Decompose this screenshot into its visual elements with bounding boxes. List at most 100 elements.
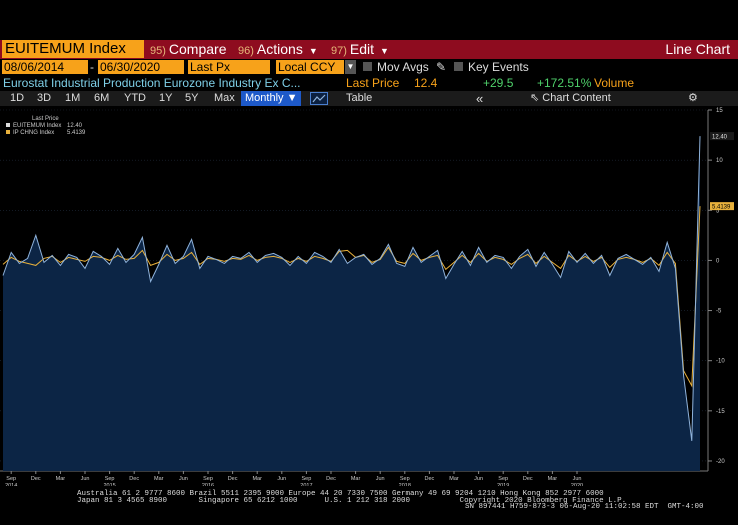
x-tick-label: Dec xyxy=(326,476,336,482)
series-line-euitemum xyxy=(2,136,701,441)
mov-avgs-checkbox[interactable] xyxy=(363,62,372,71)
mov-avgs-label: Mov Avgs xyxy=(377,60,429,74)
compare-menu[interactable]: 95) Compare xyxy=(150,40,227,59)
pencil-icon[interactable]: ✎ xyxy=(436,60,447,74)
x-tick-label: Dec xyxy=(228,476,238,482)
period-1y[interactable]: 1Y xyxy=(159,92,173,104)
chevron-down-icon: ▼ xyxy=(308,46,318,56)
y-tick-label: 10 xyxy=(716,158,723,164)
x-tick-label: Jun xyxy=(376,476,385,482)
period-1d[interactable]: 1D xyxy=(10,92,25,104)
x-tick-label: Jun xyxy=(277,476,286,482)
legend-series-2-name: IP CHNG Index xyxy=(13,130,54,136)
chart-content-button[interactable]: ⇖ Chart Content xyxy=(530,91,611,106)
date-separator: - xyxy=(90,60,94,74)
x-year-label: 2019 xyxy=(497,483,509,486)
edit-label: Edit xyxy=(349,41,375,57)
chart-area: 15 10 5 0 -5 -10 -15 -20 Sep Dec Mar Jun Sep Dec Mar J… xyxy=(0,108,734,486)
last-value-tags: 12.40 5.4139 xyxy=(710,132,734,211)
command-bar xyxy=(0,40,738,59)
price-field-select[interactable]: Last Px xyxy=(188,60,270,74)
chevron-down-icon: ▼ xyxy=(286,92,298,104)
x-year-label: 2015 xyxy=(103,483,115,486)
actions-label: Actions xyxy=(256,41,303,57)
period-ytd[interactable]: YTD xyxy=(124,92,146,104)
compare-shortcut: 95) xyxy=(150,45,166,57)
edit-menu[interactable]: 97) Edit ▼ xyxy=(331,40,389,59)
last-price-value: 12.4 xyxy=(414,76,438,90)
x-tick-label: Mar xyxy=(154,476,164,482)
start-date-field[interactable]: 08/06/2014 xyxy=(2,60,88,74)
ticker-field[interactable]: EUITEMUM Index xyxy=(2,40,144,58)
gear-icon[interactable]: ⚙ xyxy=(688,92,698,104)
last-value-series-2: 5.4139 xyxy=(712,205,731,211)
key-events-label: Key Events xyxy=(468,60,529,74)
period-max[interactable]: Max xyxy=(214,92,235,104)
legend-series-1-value: 12.40 xyxy=(67,123,83,129)
x-year-label: 2020 xyxy=(571,483,583,486)
x-tick-label: Sep xyxy=(6,476,16,482)
currency-select[interactable]: Local CCY xyxy=(276,60,344,74)
x-tick-label: Mar xyxy=(548,476,558,482)
x-tick-label: Jun xyxy=(573,476,582,482)
line-chart-icon[interactable] xyxy=(310,92,328,105)
key-events-checkbox[interactable] xyxy=(454,62,463,71)
table-button[interactable]: Table xyxy=(346,92,373,104)
x-tick-label: Jun xyxy=(474,476,483,482)
compare-label: Compare xyxy=(168,41,227,57)
series-area-fill xyxy=(3,136,700,471)
x-tick-label: Dec xyxy=(129,476,139,482)
x-tick-label: Sep xyxy=(400,476,410,482)
series-line-ip-chng xyxy=(2,206,701,388)
y-tick-label: 5 xyxy=(716,208,720,214)
chart-type-label: Line Chart xyxy=(665,41,730,57)
actions-menu[interactable]: 96) Actions ▼ xyxy=(238,40,318,59)
security-description: Eurostat Industrial Production Eurozone … xyxy=(3,76,301,90)
y-tick-label: 15 xyxy=(716,108,723,114)
last-value-series-1-bg xyxy=(710,132,734,141)
legend-series-1-name: EUITEMUM Index xyxy=(13,123,61,129)
percent-change: +172.51% xyxy=(537,76,592,90)
period-6m[interactable]: 6M xyxy=(94,92,110,104)
collapse-icon[interactable]: « xyxy=(476,91,484,106)
last-value-series-1: 12.40 xyxy=(712,135,728,141)
period-1m[interactable]: 1M xyxy=(65,92,81,104)
footer-contacts-1: Australia 61 2 9777 8600 Brazil 5511 239… xyxy=(77,490,604,498)
period-3d[interactable]: 3D xyxy=(37,92,52,104)
last-value-series-2-bg xyxy=(710,202,734,211)
chevron-down-icon: ▼ xyxy=(380,46,389,56)
last-price-label: Last Price xyxy=(346,76,400,90)
footer-session: SN 897441 H759-873-3 06-Aug-20 11:02:58 … xyxy=(465,503,704,511)
x-tick-label: Sep xyxy=(498,476,508,482)
chart-content-label: Chart Content xyxy=(542,92,611,104)
legend-swatch-2 xyxy=(6,130,10,134)
x-tick-label: Mar xyxy=(351,476,361,482)
legend: Last Price EUITEMUM Index 12.40 IP CHNG … xyxy=(6,116,86,136)
x-tick-label: Sep xyxy=(105,476,115,482)
x-axis: Sep Dec Mar Jun Sep Dec Mar Jun Sep Dec Mar Jun Sep D… xyxy=(5,471,583,486)
x-year-label: 2018 xyxy=(399,483,411,486)
period-bar xyxy=(0,91,738,106)
y-tick-label: -20 xyxy=(716,459,725,465)
volume-label: Volume xyxy=(594,76,635,90)
x-tick-label: Mar xyxy=(449,476,459,482)
price-change: +29.5 xyxy=(483,76,514,90)
x-tick-label: Sep xyxy=(302,476,312,482)
y-tick-label: 0 xyxy=(716,258,720,264)
frequency-label: Monthly xyxy=(245,92,284,104)
legend-title: Last Price xyxy=(32,116,59,122)
chevron-down-icon[interactable]: ▼ xyxy=(345,60,356,74)
y-tick-label: -15 xyxy=(716,409,725,415)
legend-swatch-1 xyxy=(6,123,10,127)
end-date-field[interactable]: 06/30/2020 xyxy=(98,60,184,74)
x-tick-label: Dec xyxy=(523,476,533,482)
edit-shortcut: 97) xyxy=(331,45,347,57)
x-tick-label: Dec xyxy=(31,476,41,482)
x-year-label: 2017 xyxy=(300,483,312,486)
legend-series-2-value: 5.4139 xyxy=(67,130,86,136)
frequency-select[interactable]: Monthly ▼ xyxy=(241,91,302,106)
y-tick-label: -10 xyxy=(716,359,725,365)
period-5y[interactable]: 5Y xyxy=(185,92,199,104)
x-year-label: 2016 xyxy=(202,483,214,486)
x-tick-label: Mar xyxy=(56,476,66,482)
